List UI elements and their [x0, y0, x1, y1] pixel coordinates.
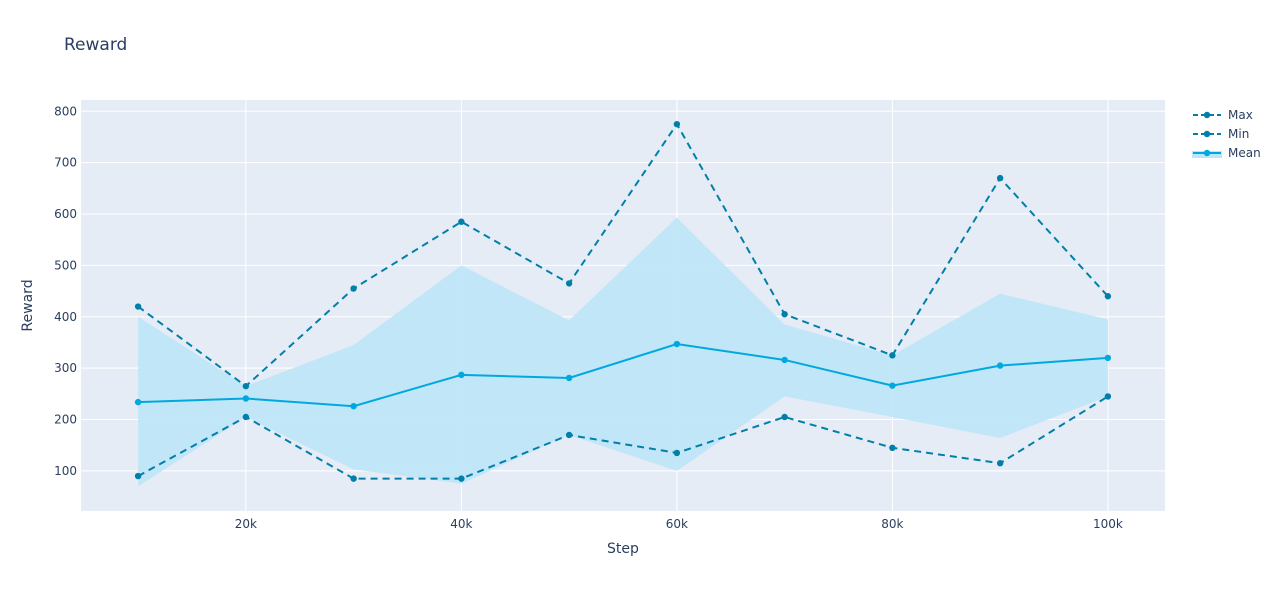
max-point [242, 382, 250, 390]
max-point [673, 120, 681, 128]
mean-point [781, 356, 788, 364]
mean-line [138, 343, 1108, 408]
min-point [458, 475, 465, 482]
y-tick-label: 300 [54, 361, 77, 375]
y-tick-label: 100 [54, 464, 77, 478]
chart-title: Reward [64, 35, 127, 55]
y-tick-label: 200 [54, 413, 77, 427]
mean-point [1104, 354, 1112, 362]
mean-point [242, 395, 250, 402]
tick-labels: 100 200 300 400 500 600 700 800 20k 40k 60k 80k 100k [54, 104, 1123, 531]
y-tick-label: 800 [54, 104, 77, 118]
y-axis-title: Reward [20, 279, 36, 331]
min-point [889, 444, 896, 452]
min-line [137, 395, 1109, 480]
x-tick-label: 100k [1093, 517, 1123, 531]
mean-point [565, 374, 573, 382]
x-tick-label: 80k [881, 517, 903, 531]
legend-item-mean[interactable]: Mean [1192, 146, 1261, 160]
legend-marker [1203, 130, 1211, 138]
legend-label: Mean [1228, 146, 1261, 160]
max-point [350, 285, 357, 292]
min-point [996, 460, 1004, 467]
x-tick-label: 20k [235, 517, 257, 531]
max-point [458, 218, 465, 225]
legend-marker [1203, 149, 1211, 157]
max-point [565, 280, 573, 287]
mean-point [134, 398, 142, 406]
min-point [350, 475, 357, 482]
mean-band [138, 217, 1108, 487]
min-point [781, 413, 788, 421]
max-point [781, 311, 788, 318]
x-tick-label: 40k [450, 517, 472, 531]
max-point [996, 174, 1004, 182]
mean-point [889, 382, 896, 389]
min-point [565, 431, 573, 439]
max-point [134, 303, 142, 310]
min-point [1104, 393, 1112, 400]
max-point [889, 352, 896, 359]
legend-marker [1203, 111, 1211, 119]
x-axis-title: Step [607, 541, 639, 557]
mean-point [350, 402, 357, 410]
y-tick-label: 400 [54, 310, 77, 324]
legend-label: Min [1228, 127, 1249, 141]
y-tick-label: 500 [54, 258, 77, 272]
series-layer [134, 120, 1112, 482]
y-tick-label: 700 [54, 156, 77, 170]
max-point [1104, 293, 1112, 300]
y-tick-label: 600 [54, 207, 77, 221]
min-point [134, 472, 142, 480]
max-line [137, 122, 1109, 388]
x-tick-label: 60k [666, 517, 688, 531]
legend-item-min[interactable]: Min [1193, 127, 1249, 141]
legend-label: Max [1228, 108, 1253, 122]
legend[interactable]: Max Min Mean [1192, 108, 1261, 160]
min-point [673, 449, 681, 457]
mean-point [996, 362, 1004, 369]
mean-point [458, 371, 465, 379]
legend-item-max[interactable]: Max [1193, 108, 1253, 122]
mean-point [673, 340, 681, 348]
min-point [242, 413, 250, 421]
band-layer [138, 217, 1108, 487]
